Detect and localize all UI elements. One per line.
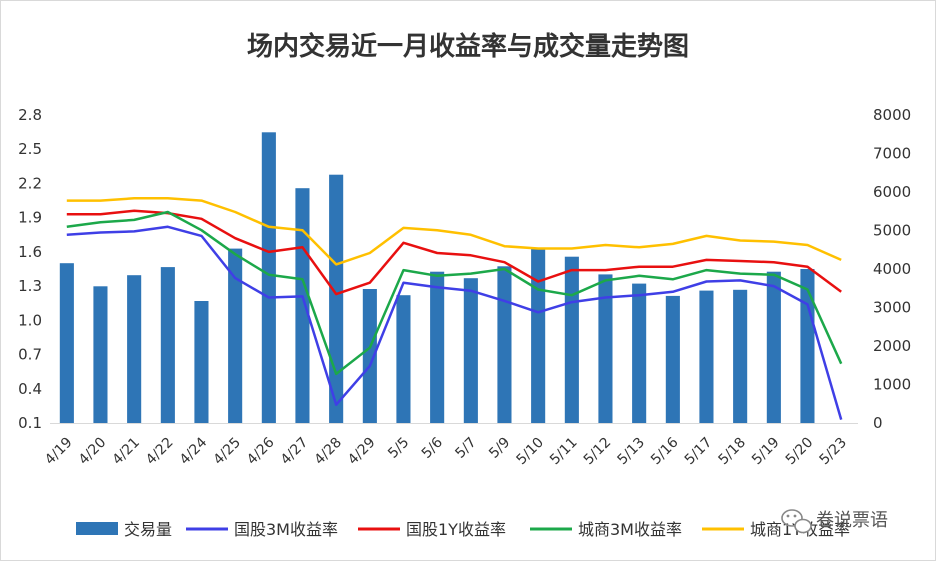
legend-label: 国股1Y收益率 <box>406 520 506 539</box>
left-tick-label: 1.9 <box>18 209 42 227</box>
series-line-2 <box>66 209 842 296</box>
bar-4/22 <box>160 267 175 423</box>
left-tick-label: 2.2 <box>18 174 42 192</box>
right-tick-label: 0 <box>873 414 883 432</box>
bar-4/29 <box>362 289 377 423</box>
bar-4/27 <box>295 188 310 423</box>
legend: 交易量国股3M收益率国股1Y收益率城商3M收益率城商1Y收益率 <box>76 520 850 539</box>
bars-layer <box>59 132 815 424</box>
chart-title: 场内交易近一月收益率与成交量走势图 <box>247 31 689 62</box>
bar-4/25 <box>228 248 243 423</box>
bar-5/20 <box>800 269 815 423</box>
right-tick-label: 3000 <box>873 299 911 317</box>
bar-4/20 <box>93 286 108 423</box>
bar-4/19 <box>59 263 74 423</box>
right-tick-label: 6000 <box>873 183 911 201</box>
bar-5/18 <box>733 289 748 423</box>
left-tick-label: 1.3 <box>18 277 42 295</box>
bar-5/6 <box>430 271 445 423</box>
bar-5/19 <box>766 271 781 423</box>
right-tick-label: 7000 <box>873 145 911 163</box>
right-axis: 0 1000 2000 3000 4000 5000 6000 7000 8000 <box>873 106 911 432</box>
right-tick-label: 1000 <box>873 376 911 394</box>
bar-5/9 <box>497 266 512 423</box>
bar-5/11 <box>564 256 579 423</box>
left-tick-label: 2.5 <box>18 140 42 158</box>
left-tick-label: 2.8 <box>18 106 42 124</box>
bar-4/21 <box>127 275 142 423</box>
left-tick-label: 1.6 <box>18 243 42 261</box>
bar-5/17 <box>699 290 714 423</box>
bar-5/10 <box>531 248 546 423</box>
watermark-text: 卷说票语 <box>816 510 888 531</box>
series-line-3 <box>66 210 843 376</box>
legend-label: 交易量 <box>124 520 172 539</box>
legend-swatch-bar <box>76 522 118 535</box>
watermark: 卷说票语 <box>781 509 888 534</box>
bar-4/24 <box>194 301 209 423</box>
series-line-1 <box>66 225 843 420</box>
left-tick-label: 1.0 <box>18 311 42 329</box>
lines-layer <box>66 197 843 420</box>
right-tick-label: 4000 <box>873 260 911 278</box>
bar-5/7 <box>463 278 478 423</box>
bar-5/5 <box>396 295 411 423</box>
right-tick-label: 5000 <box>873 222 911 240</box>
left-tick-label: 0.1 <box>18 414 42 432</box>
right-tick-label: 8000 <box>873 106 911 124</box>
right-tick-label: 2000 <box>873 337 911 355</box>
legend-label: 国股3M收益率 <box>234 520 338 539</box>
bar-4/26 <box>261 132 276 424</box>
left-tick-label: 0.4 <box>18 380 42 398</box>
legend-label: 城商3M收益率 <box>578 520 682 539</box>
bar-5/16 <box>665 295 680 423</box>
series-line-4 <box>66 197 842 266</box>
wechat-bubble-icon <box>781 509 812 534</box>
left-tick-label: 0.7 <box>18 346 42 364</box>
left-axis: 0.1 0.4 0.7 1.0 1.3 1.6 1.9 2.2 2.5 2.8 <box>18 106 42 432</box>
bar-5/12 <box>598 274 613 423</box>
bar-5/13 <box>632 283 647 423</box>
